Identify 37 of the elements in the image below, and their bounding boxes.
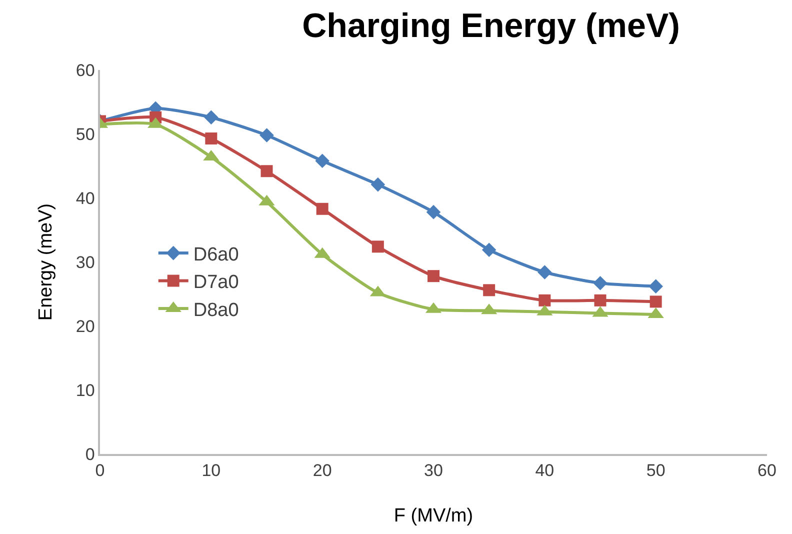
x-tick-label: 10 [202,461,221,480]
point [650,296,662,308]
y-axis-title: Energy (meV) [36,203,56,321]
x-tick-label: 50 [646,461,666,480]
point [205,132,218,144]
point [538,265,552,280]
point [316,202,328,215]
point [370,177,386,192]
y-tick-label: 30 [76,252,95,272]
point [372,240,384,253]
point [538,294,551,306]
legend-label: D6a0 [193,244,239,266]
y-tick-label: 0 [85,444,95,464]
x-tick-label: 40 [535,461,554,480]
point [482,242,496,257]
x-tick-label: 20 [312,461,332,480]
y-tick-label: 10 [76,380,95,400]
point [260,165,273,178]
point [594,294,606,306]
legend-label: D8a0 [193,300,239,321]
point [648,279,663,294]
point [204,110,218,125]
point [260,128,274,142]
point [315,154,330,168]
y-tick-label: 60 [76,60,95,80]
chart-title: Charging Energy (meV) [302,7,680,46]
y-tick-label: 40 [76,188,95,208]
point [428,270,440,282]
x-tick-label: 30 [424,461,443,480]
point [483,284,496,296]
y-tick-label: 50 [76,124,95,144]
point [593,276,608,290]
y-tick-label: 20 [76,316,95,336]
x-axis-title: F (MV/m) [394,506,474,526]
x-tick-label: 60 [758,461,776,480]
legend-label: D7a0 [193,272,239,294]
point [426,204,441,220]
